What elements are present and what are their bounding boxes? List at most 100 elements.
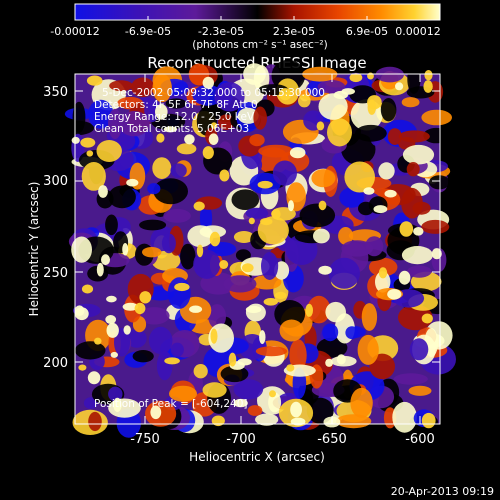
image-blob: [180, 243, 196, 270]
image-blob-core: [269, 390, 276, 398]
image-blob: [322, 323, 339, 342]
image-blob-core: [219, 169, 230, 182]
image-blob-core: [86, 75, 103, 86]
image-blob: [289, 339, 307, 372]
colorbar-unit: (photons cm⁻² s⁻¹ asec⁻²): [192, 39, 327, 51]
image-blob-core: [71, 136, 80, 144]
image-blob-core: [242, 263, 254, 273]
image-blob: [344, 161, 376, 193]
image-blob: [412, 201, 431, 215]
image-blob: [306, 397, 334, 424]
image-blob: [147, 183, 161, 195]
image-blob-core: [98, 185, 108, 198]
image-blob: [233, 379, 264, 400]
image-blob: [355, 124, 387, 142]
image-blob: [423, 127, 449, 144]
image-blob-core: [106, 322, 119, 338]
image-blob-core: [233, 398, 248, 408]
image-blob-core: [395, 82, 404, 91]
image-blob: [109, 80, 133, 92]
image-blob-core: [156, 133, 165, 143]
image-blob-core: [96, 262, 104, 277]
x-tick-0: -750: [130, 432, 160, 447]
image-blob-core: [373, 205, 388, 214]
image-blob: [279, 319, 304, 342]
image-blob: [369, 257, 398, 277]
image-blob: [235, 249, 251, 262]
image-blob: [407, 265, 432, 278]
image-blob: [299, 203, 336, 228]
image-blob: [406, 162, 420, 177]
image-blob-core: [210, 328, 218, 344]
image-blob: [165, 98, 187, 109]
image-blob: [429, 175, 450, 190]
image-blob: [108, 108, 122, 140]
colorbar-tick-3: 2.3e-05: [273, 25, 315, 38]
image-blob-core: [81, 284, 94, 294]
image-blob-core: [139, 291, 152, 304]
image-blob: [231, 189, 260, 210]
image-blob: [409, 338, 429, 361]
image-blob-core: [421, 313, 433, 324]
image-blob-core: [78, 364, 87, 371]
image-area: [58, 59, 456, 438]
image-blob: [375, 271, 391, 293]
image-blob: [152, 73, 172, 103]
image-blob: [156, 350, 173, 381]
image-blob: [253, 106, 267, 130]
image-blob-core: [163, 126, 178, 133]
image-blob-core: [398, 270, 411, 285]
image-blob: [365, 236, 384, 257]
image-blob: [118, 111, 150, 137]
image-blob: [327, 118, 352, 147]
image-blob: [220, 365, 249, 383]
image-blob-core: [219, 260, 229, 269]
image-blob-core: [210, 122, 218, 129]
image-blob: [249, 134, 265, 147]
image-blob: [251, 275, 282, 290]
image-blob-core: [259, 330, 266, 345]
colorbar-tick-1: -6.9e-05: [125, 25, 171, 38]
image-blob: [152, 157, 172, 180]
image-blob: [74, 341, 106, 360]
image-blob-core: [110, 351, 119, 358]
image-blob: [153, 178, 188, 205]
image-blob-core: [399, 221, 414, 237]
image-blob-core: [333, 90, 348, 100]
image-blob: [105, 214, 118, 236]
image-blob: [132, 350, 154, 363]
image-blob: [142, 247, 162, 258]
image-blob: [247, 405, 263, 416]
image-blob: [131, 77, 155, 98]
image-blob: [408, 385, 432, 396]
image-blob-core: [421, 412, 436, 429]
image-blob: [378, 162, 395, 180]
image-blob-core: [202, 146, 214, 160]
y-tick-1: 300: [43, 174, 68, 189]
image-blob: [393, 373, 428, 385]
image-blob-core: [196, 244, 204, 258]
image-blob-core: [367, 95, 382, 110]
image-blob: [193, 364, 208, 379]
image-blob: [163, 209, 191, 223]
image-blob: [167, 277, 191, 309]
image-blob-core: [290, 401, 302, 418]
x-tick-1: -700: [226, 432, 256, 447]
image-blob: [161, 233, 176, 254]
image-blob: [223, 275, 257, 293]
y-axis-label: Heliocentric Y (arcsec): [27, 182, 41, 317]
image-blob-core: [423, 80, 433, 93]
image-blob: [345, 326, 359, 340]
y-tick-0: 350: [43, 85, 68, 100]
image-blob-core: [431, 248, 442, 260]
image-blob-core: [123, 325, 131, 335]
image-blob-core: [257, 180, 273, 189]
image-blob-core: [174, 282, 190, 292]
colorbar-gradient: [74, 3, 441, 21]
image-blob: [108, 386, 123, 402]
image-blob-core: [134, 302, 146, 315]
colorbar-tick-2: -2.3e-05: [198, 25, 244, 38]
image-blob: [255, 346, 288, 357]
image-blob-core: [384, 189, 397, 198]
